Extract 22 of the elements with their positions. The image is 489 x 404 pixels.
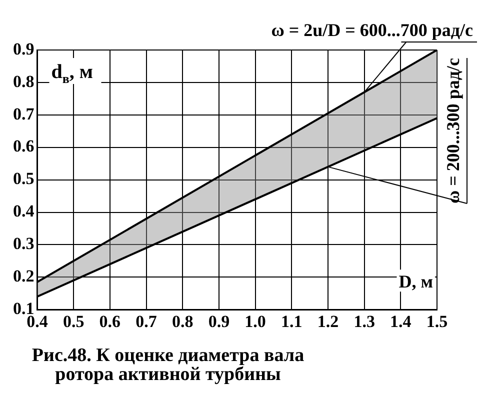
x-tick-label: 1.2 <box>317 312 339 332</box>
x-tick-label: 1.0 <box>244 312 266 332</box>
y-tick-label: 0.2 <box>13 266 34 286</box>
x-tick-label: 0.8 <box>172 312 194 332</box>
x-tick-label: 1.5 <box>426 312 448 332</box>
x-tick-label: 0.6 <box>99 312 121 332</box>
y-tick-label: 0.3 <box>13 234 34 254</box>
x-tick-label: 1.1 <box>281 312 302 332</box>
x-axis-title: D, м <box>398 272 434 292</box>
y-tick-label: 0.5 <box>13 169 34 188</box>
y-tick-label: 0.4 <box>13 202 35 221</box>
y-tick-label: 0.7 <box>13 104 35 124</box>
annotation: ω = 2u/D = 600...700 рад/с <box>271 20 474 40</box>
x-tick-label: 0.7 <box>136 312 158 332</box>
y-tick-label: 0.9 <box>13 39 34 58</box>
x-tick-label: 1.4 <box>390 312 412 332</box>
y-tick-label: 0.6 <box>13 136 34 156</box>
y-tick-label: 0.8 <box>13 72 34 91</box>
text: Рис.48. К оценке диаметра вала ротора активной турбины <box>30 345 306 385</box>
x-tick-label: 1.3 <box>354 312 375 332</box>
x-tick-label: 0.9 <box>208 312 230 332</box>
x-tick-label: 0.5 <box>62 312 84 332</box>
